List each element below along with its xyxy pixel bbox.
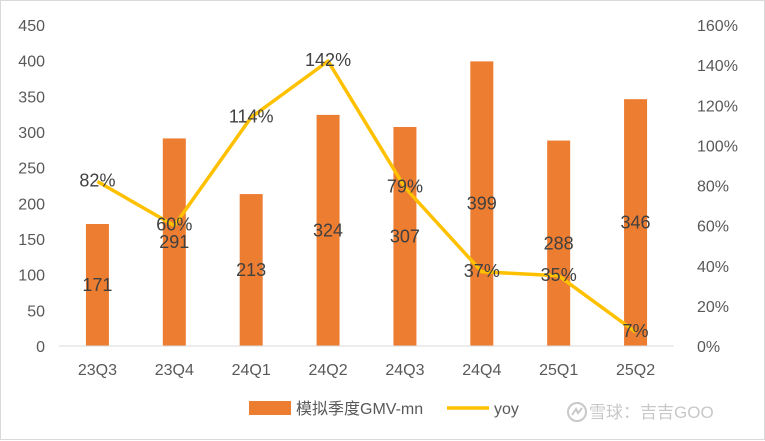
labels-layer: 171 291 213 324 307 399 288 346 82% 60% 114% 142% 79…	[79, 50, 650, 341]
y-right-tick-140%: 140%	[697, 58, 738, 75]
x-tick-25Q2: 25Q2	[616, 362, 655, 379]
x-tick-23Q4: 23Q4	[155, 362, 194, 379]
bar-24Q4	[470, 61, 494, 346]
bars-layer	[85, 61, 648, 346]
xueqiu-logo-icon	[567, 402, 587, 422]
legend-bar-swatch	[249, 401, 291, 415]
bar-label-24Q1: 213	[236, 260, 266, 280]
bar-label-23Q3: 171	[82, 275, 112, 295]
yoy-label-24Q3: 79%	[387, 177, 423, 197]
y-left-tick-100: 100	[18, 268, 45, 285]
y-left-tick-250: 250	[18, 161, 45, 178]
y-left-tick-450: 450	[18, 18, 45, 35]
y-left-tick-50: 50	[27, 303, 45, 320]
bar-label-24Q2: 324	[313, 220, 343, 240]
yoy-label-23Q4: 60%	[156, 215, 192, 235]
yoy-label-24Q1: 114%	[229, 106, 274, 126]
x-tick-25Q1: 25Q1	[539, 362, 578, 379]
x-tick-24Q4: 24Q4	[462, 362, 501, 379]
bar-24Q3	[393, 127, 417, 346]
x-tick-23Q3: 23Q3	[78, 362, 117, 379]
yoy-line	[96, 59, 637, 334]
bar-label-25Q2: 346	[621, 213, 651, 233]
y-left-tick-350: 350	[18, 89, 45, 106]
y-right-tick-60%: 60%	[697, 219, 729, 236]
yoy-label-23Q3: 82%	[79, 170, 115, 190]
bar-25Q2	[624, 99, 648, 346]
bar-25Q1	[547, 140, 571, 346]
y-right-tick-160%: 160%	[697, 18, 738, 35]
y-right-tick-100%: 100%	[697, 138, 738, 155]
watermark-text: 雪球：吉吉GOO	[589, 403, 714, 422]
y-left-tick-150: 150	[18, 232, 45, 249]
yoy-label-24Q2: 142%	[305, 50, 351, 70]
yoy-line-layer	[96, 59, 637, 334]
y-right-tick-0%: 0%	[697, 339, 720, 356]
y-left-tick-400: 400	[18, 54, 45, 71]
bar-24Q2	[316, 114, 340, 346]
yoy-label-24Q4: 37%	[464, 261, 500, 281]
legend-bar-label: 模拟季度GMV-mn	[296, 400, 423, 418]
legend: 模拟季度GMV-mn yoy	[249, 400, 519, 418]
x-tick-24Q1: 24Q1	[232, 362, 271, 379]
bar-23Q4	[162, 138, 186, 346]
bar-24Q1	[239, 194, 263, 346]
y-right-tick-80%: 80%	[697, 179, 729, 196]
y-left-tick-300: 300	[18, 125, 45, 142]
y-right-tick-40%: 40%	[697, 259, 729, 276]
bar-label-24Q4: 399	[467, 194, 497, 214]
bar-23Q3	[85, 224, 109, 346]
yoy-label-25Q2: 7%	[623, 321, 649, 341]
x-tick-24Q3: 24Q3	[385, 362, 424, 379]
y-left-tick-200: 200	[18, 196, 45, 213]
bar-label-23Q4: 291	[159, 232, 189, 252]
y-left-tick-0: 0	[36, 339, 45, 356]
legend-line-label: yoy	[494, 401, 519, 418]
axes-layer: 0 50 100 150 200 250 300 350 400 450 0% 20% 40% 60% 80…	[18, 18, 738, 379]
x-tick-24Q2: 24Q2	[308, 362, 347, 379]
y-right-tick-20%: 20%	[697, 299, 729, 316]
y-right-tick-120%: 120%	[697, 98, 738, 115]
bar-label-25Q1: 288	[544, 233, 574, 253]
bar-label-24Q3: 307	[390, 227, 420, 247]
yoy-label-25Q1: 35%	[541, 265, 577, 285]
watermark: 雪球：吉吉GOO	[567, 402, 714, 422]
